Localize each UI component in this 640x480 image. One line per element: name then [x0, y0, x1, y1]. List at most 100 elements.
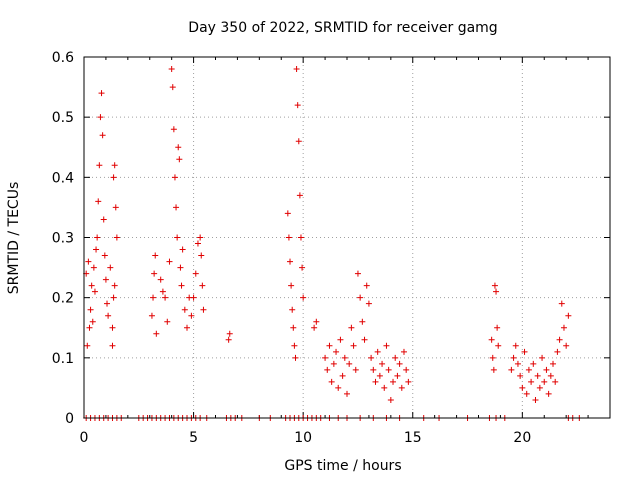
data-point	[385, 366, 392, 373]
data-point	[311, 324, 318, 331]
data-point	[87, 306, 94, 313]
series-srmtid	[83, 66, 583, 421]
data-point	[400, 348, 407, 355]
data-point	[494, 324, 501, 331]
data-point	[333, 348, 340, 355]
data-point	[519, 384, 526, 391]
data-point	[337, 336, 344, 343]
data-point	[110, 294, 117, 301]
data-point	[300, 294, 307, 301]
data-point	[113, 234, 120, 241]
y-tick-label: 0.5	[52, 110, 74, 126]
data-point	[194, 240, 201, 247]
data-point	[289, 306, 296, 313]
data-point	[339, 372, 346, 379]
data-point	[90, 264, 97, 271]
data-point	[104, 300, 111, 307]
data-point	[554, 348, 561, 355]
data-point	[510, 354, 517, 361]
data-point	[181, 306, 188, 313]
data-point	[556, 336, 563, 343]
data-point	[543, 366, 550, 373]
x-tick-label: 15	[404, 430, 422, 446]
data-point	[100, 216, 107, 223]
data-point	[109, 342, 116, 349]
data-point	[107, 264, 114, 271]
data-point	[173, 204, 180, 211]
data-point	[174, 234, 181, 241]
data-point	[169, 84, 176, 91]
data-point	[91, 288, 98, 295]
data-point	[354, 270, 361, 277]
data-point	[359, 318, 366, 325]
data-point	[293, 66, 300, 73]
data-point	[157, 276, 164, 283]
data-point	[545, 390, 552, 397]
data-point	[370, 366, 377, 373]
grid-lines	[84, 57, 610, 418]
x-tick-label: 20	[513, 430, 531, 446]
data-point	[101, 252, 108, 259]
y-tick-label: 0.6	[52, 50, 74, 66]
data-point	[294, 102, 301, 109]
data-point	[493, 288, 500, 295]
data-point	[177, 264, 184, 271]
data-point	[528, 378, 535, 385]
data-point	[288, 282, 295, 289]
data-point	[394, 372, 401, 379]
x-axis-label: GPS time / hours	[284, 458, 401, 474]
data-point	[313, 318, 320, 325]
data-point	[558, 300, 565, 307]
data-point	[291, 342, 298, 349]
x-tick-labels: 0 5 10 15 20	[80, 430, 532, 446]
data-point	[523, 390, 530, 397]
data-point	[381, 384, 388, 391]
data-point	[398, 384, 405, 391]
plot-frame	[83, 56, 611, 419]
data-point	[112, 204, 119, 211]
data-point	[299, 264, 306, 271]
data-points	[83, 66, 583, 421]
data-point	[357, 294, 364, 301]
data-point	[168, 66, 175, 73]
data-point	[93, 246, 100, 253]
data-point	[328, 378, 335, 385]
data-point	[297, 234, 304, 241]
data-point	[192, 270, 199, 277]
data-point	[152, 252, 159, 259]
data-point	[159, 288, 166, 295]
data-point	[324, 366, 331, 373]
data-point	[102, 276, 109, 283]
data-point	[368, 354, 375, 361]
data-point	[105, 312, 112, 319]
data-point	[341, 354, 348, 361]
data-point	[552, 378, 559, 385]
data-point	[525, 366, 532, 373]
data-point	[178, 282, 185, 289]
data-point	[348, 324, 355, 331]
data-point	[488, 336, 495, 343]
data-point	[188, 312, 195, 319]
data-point	[560, 324, 567, 331]
data-point	[541, 378, 548, 385]
data-point	[110, 174, 117, 181]
y-tick-label: 0.3	[52, 231, 74, 247]
y-axis-label: SRMTID / TECUs	[6, 182, 22, 295]
data-point	[197, 234, 204, 241]
data-point	[326, 342, 333, 349]
data-point	[284, 210, 291, 217]
data-point	[151, 270, 158, 277]
data-point	[350, 342, 357, 349]
data-point	[85, 258, 92, 265]
data-point	[390, 378, 397, 385]
y-tick-label: 0.2	[52, 291, 74, 307]
data-point	[361, 336, 368, 343]
data-point	[290, 324, 297, 331]
data-point	[565, 312, 572, 319]
data-point	[330, 360, 337, 367]
data-point	[190, 294, 197, 301]
data-point	[166, 258, 173, 265]
y-tick-label: 0	[65, 411, 74, 427]
data-point	[99, 132, 106, 139]
data-point	[148, 312, 155, 319]
